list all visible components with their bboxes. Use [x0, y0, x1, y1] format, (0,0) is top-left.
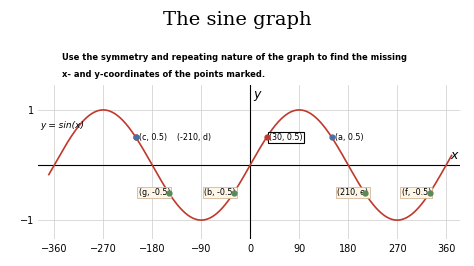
- Text: The sine graph: The sine graph: [163, 11, 311, 29]
- Text: (b, -0.5): (b, -0.5): [204, 188, 236, 197]
- Text: (g, -0.5): (g, -0.5): [138, 188, 170, 197]
- Text: (c, 0.5): (c, 0.5): [138, 133, 167, 142]
- Text: (210, e): (210, e): [337, 188, 368, 197]
- Text: (a, 0.5): (a, 0.5): [335, 133, 363, 142]
- Text: Use the symmetry and repeating nature of the graph to find the missing: Use the symmetry and repeating nature of…: [62, 53, 407, 62]
- Text: (f, -0.5): (f, -0.5): [401, 188, 431, 197]
- Text: y = sin(x): y = sin(x): [41, 121, 85, 130]
- Text: (-210, d): (-210, d): [177, 133, 211, 142]
- Text: (30, 0.5): (30, 0.5): [269, 133, 303, 142]
- Text: x: x: [451, 149, 458, 162]
- Text: x- and y-coordinates of the points marked.: x- and y-coordinates of the points marke…: [62, 70, 265, 80]
- Text: y: y: [253, 88, 260, 101]
